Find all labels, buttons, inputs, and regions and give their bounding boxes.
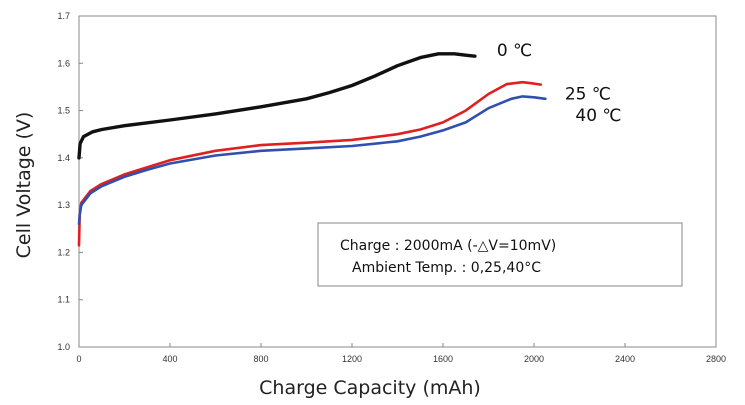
series-line-0c — [77, 52, 477, 160]
series-lines — [77, 52, 547, 247]
y-tick-label: 1.4 — [57, 153, 70, 163]
y-axis-ticks: 1.0 1.1 1.2 1.3 1.4 1.5 1.6 1.7 — [57, 11, 83, 352]
x-tick-label: 400 — [162, 354, 177, 364]
y-tick-label: 1.2 — [57, 247, 70, 257]
series-labels: 0 ℃ 25 ℃40 ℃ — [497, 41, 622, 126]
y-tick-label: 1.5 — [57, 106, 70, 116]
y-axis-title: Cell Voltage (V) — [13, 112, 35, 259]
series-label-25c: 25 ℃ — [565, 85, 611, 105]
x-tick-label: 800 — [253, 354, 268, 364]
annotation-line-1: Charge : 2000mA (-△V=10mV) — [340, 238, 556, 254]
x-axis-ticks: 0 400 800 1200 1600 2000 2400 2800 — [76, 343, 726, 364]
x-tick-label: 2400 — [615, 354, 635, 364]
y-tick-label: 1.0 — [57, 342, 70, 352]
y-tick-label: 1.6 — [57, 58, 70, 68]
series-label-40c: 40 ℃ — [575, 106, 621, 126]
annotation-line-2: Ambient Temp. : 0,25,40°C — [352, 260, 541, 276]
plot-area — [78, 15, 717, 348]
y-tick-label: 1.1 — [57, 295, 70, 305]
series-line-40c — [77, 95, 547, 226]
x-tick-label: 0 — [76, 354, 81, 364]
x-tick-label: 2800 — [706, 354, 726, 364]
x-tick-label: 1600 — [433, 354, 453, 364]
x-tick-label: 2000 — [524, 354, 544, 364]
x-tick-label: 1200 — [342, 354, 362, 364]
x-axis-title: Charge Capacity (mAh) — [259, 377, 481, 399]
annotation-box: Charge : 2000mA (-△V=10mV) Ambient Temp.… — [317, 222, 683, 287]
series-line-25c — [77, 80, 543, 247]
series-label-0c: 0 ℃ — [497, 41, 532, 61]
annotation-frame — [317, 222, 683, 287]
y-tick-label: 1.3 — [57, 200, 70, 210]
y-tick-label: 1.7 — [57, 11, 70, 21]
